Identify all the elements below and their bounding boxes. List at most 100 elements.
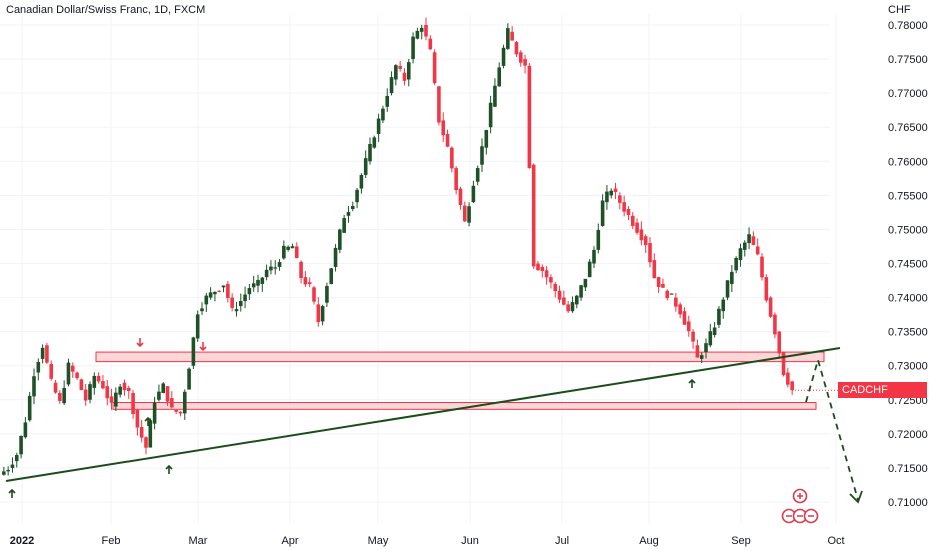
projection-path <box>805 356 859 501</box>
candle-body <box>682 311 687 325</box>
candle-body <box>531 164 536 267</box>
grid <box>0 14 837 524</box>
candle-body <box>622 202 626 212</box>
y-tick-label: 0.75500 <box>888 190 928 202</box>
candle-body <box>66 362 71 385</box>
candle-body <box>53 382 58 393</box>
candle-body <box>527 65 532 169</box>
candle-body <box>544 270 549 278</box>
candle-body <box>734 257 738 271</box>
candle-body <box>574 295 579 305</box>
candle-body <box>600 200 605 227</box>
candle-body <box>738 248 743 261</box>
candle-body <box>92 375 97 388</box>
candle-body <box>592 249 596 264</box>
candle-body <box>523 59 527 66</box>
candle-body <box>730 271 734 284</box>
candle-body <box>402 72 407 81</box>
candle-body <box>118 386 122 395</box>
candle-body <box>605 191 609 203</box>
candle-body <box>639 229 644 241</box>
candle-body <box>467 206 471 223</box>
candle-body <box>247 288 252 295</box>
candle-body <box>182 391 187 414</box>
candle-body <box>458 188 463 206</box>
candle-body <box>325 285 329 303</box>
candle-body <box>27 395 32 421</box>
chart-title: Canadian Dollar/Swiss Franc, 1D, FXCM <box>6 4 206 16</box>
candle-body <box>786 372 790 385</box>
candle-body <box>626 208 631 216</box>
candle-body <box>678 304 682 315</box>
candle-body <box>204 295 209 305</box>
candle-body <box>122 382 127 391</box>
candle-body <box>747 234 751 244</box>
last-price-tag: CADCHF 0.72640 <box>838 382 927 412</box>
candle-body <box>329 268 334 284</box>
candle-body <box>101 381 105 389</box>
candle-body <box>251 283 256 288</box>
candle-body <box>19 435 23 455</box>
last-price-value: 0.72640 <box>842 400 882 412</box>
candle-body <box>652 260 657 278</box>
candle-body <box>299 261 303 279</box>
candle-body <box>648 243 652 263</box>
candle-body <box>385 95 390 107</box>
x-tick-label: Jul <box>555 535 569 547</box>
candle-body <box>415 30 420 39</box>
y-tick-label: 0.71500 <box>888 463 928 475</box>
economic-events-icon <box>781 488 819 524</box>
candle-body <box>350 206 355 209</box>
candle-body <box>213 291 217 295</box>
candle-body <box>148 420 153 448</box>
currency-label: CHF <box>888 4 911 16</box>
y-tick-label: 0.73000 <box>888 361 928 373</box>
candle-body <box>725 280 730 298</box>
candle-body <box>355 189 359 203</box>
candle-body <box>742 242 747 250</box>
candle-body <box>221 285 226 288</box>
candle-body <box>510 31 514 41</box>
candle-body <box>406 62 411 80</box>
time-axis: 2022 Feb Mar Apr May Jun Jul Aug Sep Oct <box>10 535 845 547</box>
candle-body <box>497 67 502 87</box>
candle-body <box>294 246 299 259</box>
candle-body <box>471 185 476 203</box>
candle-body <box>58 392 62 401</box>
candle-body <box>656 277 661 287</box>
candle-body <box>62 387 66 404</box>
candle-body <box>368 144 372 162</box>
candle-body <box>549 277 553 283</box>
support-arrow-icon <box>144 416 152 426</box>
candle-body <box>389 77 394 94</box>
candle-body <box>126 387 131 392</box>
candle-body <box>200 308 204 312</box>
candle-body <box>40 347 45 359</box>
candle-body <box>70 365 75 372</box>
candle-body <box>432 52 437 84</box>
candle-body <box>712 327 717 336</box>
y-tick-label: 0.72000 <box>888 429 928 441</box>
price-zones <box>95 351 825 410</box>
candle-body <box>165 386 170 402</box>
candle-body <box>419 27 424 32</box>
candle-body <box>488 102 493 128</box>
candle-body <box>307 282 312 285</box>
support-arrow-icon <box>165 464 173 474</box>
support-zone <box>112 402 817 410</box>
candle-body <box>717 308 721 325</box>
last-price-symbol: CADCHF <box>842 384 888 396</box>
candle-body <box>277 262 282 267</box>
candle-body <box>234 309 239 312</box>
candle-body <box>462 205 467 222</box>
candle-body <box>230 297 234 308</box>
candle-body <box>10 464 15 468</box>
candle-body <box>411 36 415 60</box>
candle-body <box>83 389 88 401</box>
candle-body <box>708 331 713 346</box>
resistance-arrow-icon <box>136 338 144 348</box>
candle-body <box>790 381 794 391</box>
candle-body <box>493 85 497 107</box>
candle-body <box>630 215 635 226</box>
candle-body <box>187 368 191 390</box>
